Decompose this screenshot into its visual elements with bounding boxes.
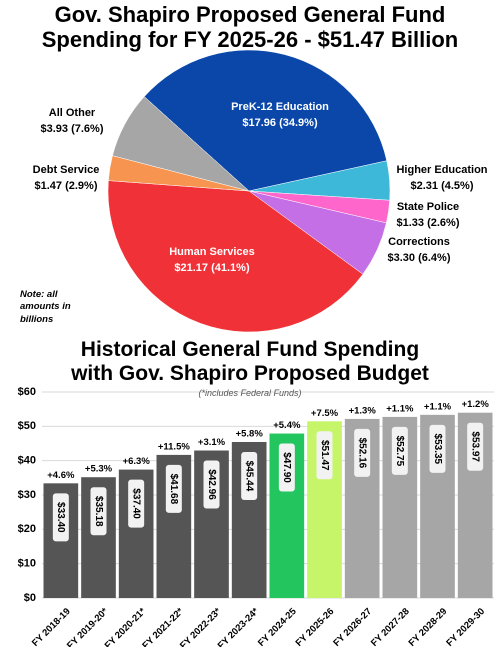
growth-label: +4.6% <box>47 470 75 481</box>
y-tick-label: $10 <box>18 558 36 570</box>
value-label: $51.47 <box>319 440 330 471</box>
value-label-bg <box>52 493 69 542</box>
bar-title: Historical General Fund Spending with Go… <box>71 338 429 386</box>
slice-label: Higher Education <box>396 164 487 176</box>
growth-label: +3.1% <box>198 437 226 448</box>
value-label: $53.97 <box>470 431 481 462</box>
y-tick-label: $40 <box>18 455 36 467</box>
slice-value-label: $17.96 (34.9%) <box>242 117 318 129</box>
x-tick-label: FY 2020-21* <box>103 606 149 647</box>
growth-label: +1.2% <box>462 399 490 410</box>
y-tick-label: $20 <box>18 523 36 535</box>
growth-label: +5.3% <box>85 464 113 475</box>
value-label-bg <box>165 464 182 513</box>
slice-label: Human Services <box>169 246 255 258</box>
growth-label: +1.1% <box>386 403 414 414</box>
value-label-bg <box>278 443 295 492</box>
value-label: $47.90 <box>281 452 292 483</box>
x-tick-label: FY 2018-19 <box>30 606 73 647</box>
y-tick-label: $0 <box>24 592 36 604</box>
x-tick-label: FY 2023-24* <box>216 606 262 647</box>
slice-value-label: $1.33 (2.6%) <box>397 217 460 229</box>
x-tick-label: FY 2019-20* <box>65 606 111 647</box>
pie-slice <box>107 180 364 333</box>
slice-label: PreK-12 Education <box>231 101 329 113</box>
value-label-bg <box>316 431 333 480</box>
slice-value-label: $3.93 (7.6%) <box>41 123 104 135</box>
slice-value-label: $1.47 (2.9%) <box>35 180 98 192</box>
slice-value-label: $3.30 (6.4%) <box>388 252 451 264</box>
pie-slice <box>112 96 250 192</box>
slice-label: Debt Service <box>33 164 100 176</box>
y-tick-label: $30 <box>18 489 36 501</box>
value-label: $53.35 <box>432 434 443 465</box>
growth-label: +5.8% <box>236 429 264 440</box>
value-label-bg <box>90 487 107 536</box>
value-label: $52.75 <box>394 436 405 467</box>
value-label: $41.68 <box>168 474 179 505</box>
note: Note: all amounts in billions <box>20 289 71 325</box>
value-label: $37.40 <box>131 488 142 519</box>
slice-label: Corrections <box>388 236 450 248</box>
growth-label: +7.5% <box>311 408 339 419</box>
value-label: $42.96 <box>206 469 217 500</box>
value-label-bg <box>391 426 408 475</box>
value-label: $52.16 <box>357 438 368 469</box>
value-label: $45.44 <box>244 461 255 492</box>
bar-subtitle: (*includes Federal Funds) <box>198 388 302 398</box>
value-label-bg <box>203 460 220 509</box>
x-tick-label: FY 2028-29 <box>407 606 450 647</box>
x-tick-label: FY 2022-23* <box>178 606 224 647</box>
value-label: $35.18 <box>93 496 104 527</box>
value-label-bg <box>429 424 446 473</box>
x-tick-label: FY 2025-26 <box>294 606 337 647</box>
pie-title: Gov. Shapiro Proposed General Fund Spend… <box>41 2 459 53</box>
value-label-bg <box>467 422 484 471</box>
growth-label: +1.3% <box>349 405 377 416</box>
value-label-bg <box>128 479 145 528</box>
slice-label: All Other <box>49 107 96 119</box>
growth-label: +6.3% <box>123 456 151 467</box>
slice-value-label: $21.17 (41.1%) <box>174 262 250 274</box>
x-tick-label: FY 2027-28 <box>369 606 412 647</box>
growth-label: +5.4% <box>273 420 301 431</box>
value-label-bg <box>354 428 371 477</box>
pie-slice <box>143 49 388 192</box>
growth-label: +1.1% <box>424 401 452 412</box>
x-tick-label: FY 2021-22* <box>140 606 186 647</box>
growth-label: +11.5% <box>158 441 191 452</box>
value-label-bg <box>241 451 258 500</box>
y-tick-label: $60 <box>18 386 36 398</box>
x-tick-label: FY 2026-27 <box>331 606 374 647</box>
x-tick-label: FY 2029-30 <box>444 606 487 647</box>
slice-value-label: $2.31 (4.5%) <box>411 180 474 192</box>
y-tick-label: $50 <box>18 420 36 432</box>
value-label: $33.40 <box>55 502 66 533</box>
slice-label: State Police <box>397 201 459 213</box>
